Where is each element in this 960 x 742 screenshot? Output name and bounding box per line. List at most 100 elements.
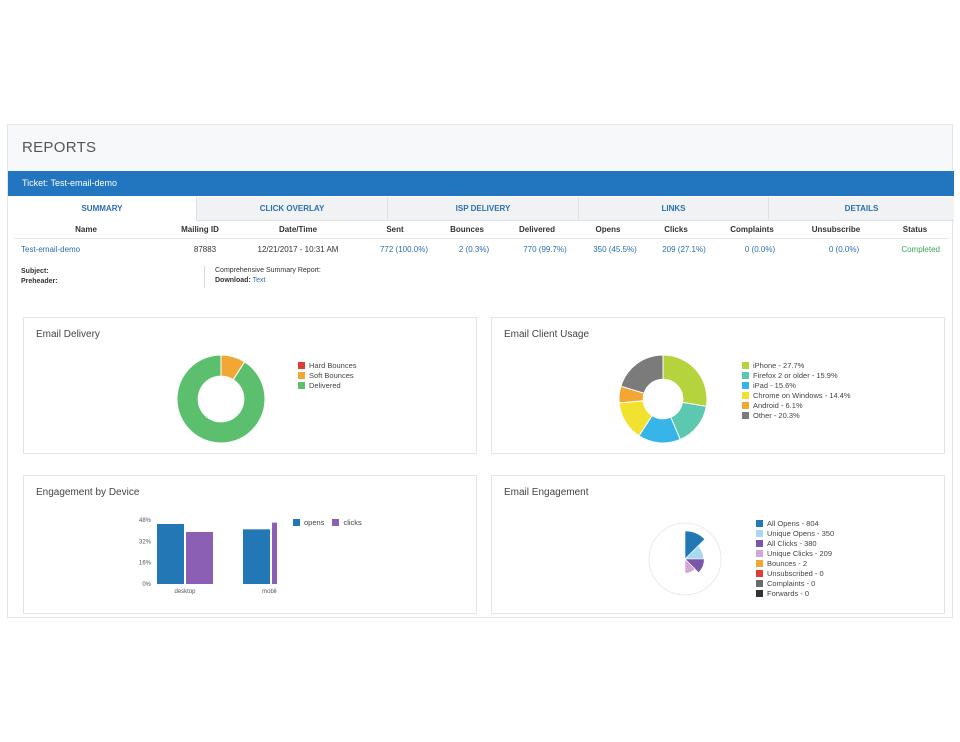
- tab-links[interactable]: LINKS: [579, 197, 769, 221]
- y-tick-label: 32%: [139, 539, 152, 545]
- engagement-legend-unsubscribed-0: Unsubscribed - 0: [756, 569, 834, 579]
- legend-swatch: [756, 570, 763, 577]
- device-bar-chart: 48% 32% 16% 0% desktop mobile: [139, 518, 277, 595]
- row-sent[interactable]: 772 (100.0%): [379, 245, 429, 254]
- client-slice-iphone-27-7[interactable]: [662, 354, 708, 408]
- legend-label: Android - 6.1%: [753, 401, 803, 410]
- legend-swatch: [742, 382, 749, 389]
- bar-mobile-opens[interactable]: [243, 529, 270, 584]
- table-row: Test-email-demo 87883 12/21/2017 - 10:31…: [8, 241, 954, 257]
- engagement-slice-bounces-2[interactable]: [683, 558, 686, 561]
- device-title: Engagement by Device: [36, 487, 140, 498]
- row-clicks[interactable]: 209 (27.1%): [662, 245, 706, 254]
- legend-label: Bounces - 2: [767, 559, 808, 568]
- email-delivery-panel: Email Delivery Hard Bounces Soft Bounces D…: [23, 317, 477, 454]
- client-legend-chrome-on-windows-14-4: Chrome on Windows - 14.4%: [742, 391, 851, 401]
- row-mailing-id: 87883: [193, 245, 217, 254]
- legend-label: iPad - 15.6%: [753, 381, 796, 390]
- legend-swatch: [293, 519, 300, 526]
- summary-report-label: Comprehensive Summary Report:: [215, 267, 321, 274]
- legend-label: All Opens - 804: [767, 519, 819, 528]
- tab-isp-delivery[interactable]: ISP DELIVERY: [388, 197, 579, 221]
- row-unsubscribe[interactable]: 0 (0.0%): [828, 245, 860, 254]
- download-text-link[interactable]: Text: [252, 277, 266, 284]
- row-delivered[interactable]: 770 (99.7%): [523, 245, 567, 254]
- row-bounces[interactable]: 2 (0.3%): [458, 245, 490, 254]
- engagement-slice-all-clicks-380[interactable]: [684, 558, 705, 574]
- legend-swatch: [298, 372, 305, 379]
- y-tick-label: 0%: [142, 582, 151, 588]
- legend-swatch: [756, 580, 763, 587]
- ticket-bar: Ticket: Test-email-demo: [8, 171, 954, 196]
- col-delivered: Delivered: [518, 225, 556, 234]
- row-status: Completed: [901, 245, 940, 254]
- client-slice-other-20-3[interactable]: [620, 354, 664, 394]
- col-opens: Opens: [595, 225, 621, 234]
- legend-swatch: [742, 402, 749, 409]
- device-legend: opens clicks: [293, 518, 370, 527]
- legend-label: Forwards - 0: [767, 589, 810, 598]
- delivery-slice-delivered[interactable]: [176, 354, 266, 444]
- col-clicks: Clicks: [664, 225, 688, 234]
- email-delivery-title: Email Delivery: [36, 329, 100, 340]
- legend-swatch: [298, 362, 305, 369]
- page-title: REPORTS: [22, 139, 97, 156]
- col-mailing-id: Mailing ID: [181, 225, 219, 234]
- y-tick-label: 16%: [139, 561, 152, 567]
- email-client-legend: iPhone - 27.7% Firefox 2 or older - 15.9%…: [742, 361, 851, 421]
- bar-desktop-clicks[interactable]: [186, 532, 213, 584]
- engagement-polar-chart: [648, 522, 722, 596]
- delivery-legend-hard-bounces: Hard Bounces: [298, 361, 357, 371]
- legend-label: Soft Bounces: [309, 371, 354, 380]
- ticket-label: Ticket: Test-email-demo: [22, 178, 118, 188]
- row-opens[interactable]: 350 (45.5%): [593, 245, 637, 254]
- x-tick-label-mobile: mobile: [262, 589, 277, 595]
- table-header-row: Name Mailing ID Date/Time Sent Bounces D…: [8, 221, 954, 237]
- email-client-panel: Email Client Usage iPhone - 27.7% Firefox…: [491, 317, 945, 454]
- legend-label: Delivered: [309, 381, 341, 390]
- email-client-donut: [618, 354, 708, 444]
- client-legend-ipad-15-6: iPad - 15.6%: [742, 381, 851, 391]
- reports-frame: REPORTS Ticket: Test-email-demo SUMMARY …: [7, 124, 954, 618]
- legend-label: Unique Opens - 350: [767, 529, 835, 538]
- col-status: Status: [902, 225, 928, 234]
- bar-mobile-clicks[interactable]: [272, 522, 277, 584]
- device-legend-opens: opens: [293, 518, 324, 527]
- client-legend-iphone-27-7: iPhone - 27.7%: [742, 361, 851, 371]
- legend-label: Firefox 2 or older - 15.9%: [753, 371, 838, 380]
- subject-label: Subject:: [21, 268, 49, 275]
- y-tick-label: 48%: [139, 518, 152, 524]
- row-complaints[interactable]: 0 (0.0%): [744, 245, 776, 254]
- client-legend-firefox-2-or-older-15-9: Firefox 2 or older - 15.9%: [742, 371, 851, 381]
- tab-click-overlay[interactable]: CLICK OVERLAY: [197, 197, 388, 221]
- tab-details[interactable]: DETAILS: [769, 197, 954, 221]
- col-unsubscribe: Unsubscribe: [811, 225, 861, 234]
- engagement-title: Email Engagement: [504, 487, 589, 498]
- meta-report: Comprehensive Summary Report: Download: …: [204, 266, 321, 288]
- engagement-legend-all-clicks-380: All Clicks - 380: [756, 539, 834, 549]
- legend-label: Chrome on Windows - 14.4%: [753, 391, 851, 400]
- tab-summary[interactable]: SUMMARY: [8, 197, 197, 221]
- engagement-legend: All Opens - 804 Unique Opens - 350 All Cli…: [756, 519, 834, 599]
- device-panel: Engagement by Device 48% 32% 16% 0% desktop m…: [23, 475, 477, 614]
- engagement-legend-bounces-2: Bounces - 2: [756, 559, 834, 569]
- legend-swatch: [742, 372, 749, 379]
- legend-swatch: [742, 412, 749, 419]
- legend-swatch: [756, 530, 763, 537]
- email-client-title: Email Client Usage: [504, 329, 590, 340]
- legend-label: iPhone - 27.7%: [753, 361, 805, 370]
- tab-bar: SUMMARY CLICK OVERLAY ISP DELIVERY LINKS…: [8, 197, 954, 221]
- email-delivery-donut: [176, 354, 266, 444]
- row-name-link[interactable]: Test-email-demo: [21, 245, 81, 254]
- device-legend-clicks: clicks: [332, 518, 362, 527]
- engagement-slice-all-opens-804[interactable]: [684, 530, 706, 560]
- client-legend-other-20-3: Other - 20.3%: [742, 411, 851, 421]
- legend-label: Other - 20.3%: [753, 411, 800, 420]
- client-legend-android-6-1: Android - 6.1%: [742, 401, 851, 411]
- bar-desktop-opens[interactable]: [157, 524, 184, 584]
- col-datetime: Date/Time: [278, 225, 318, 234]
- legend-swatch: [756, 520, 763, 527]
- engagement-slice-unique-clicks-209[interactable]: [684, 558, 696, 574]
- row-datetime: 12/21/2017 - 10:31 AM: [257, 245, 339, 254]
- legend-swatch: [756, 590, 763, 597]
